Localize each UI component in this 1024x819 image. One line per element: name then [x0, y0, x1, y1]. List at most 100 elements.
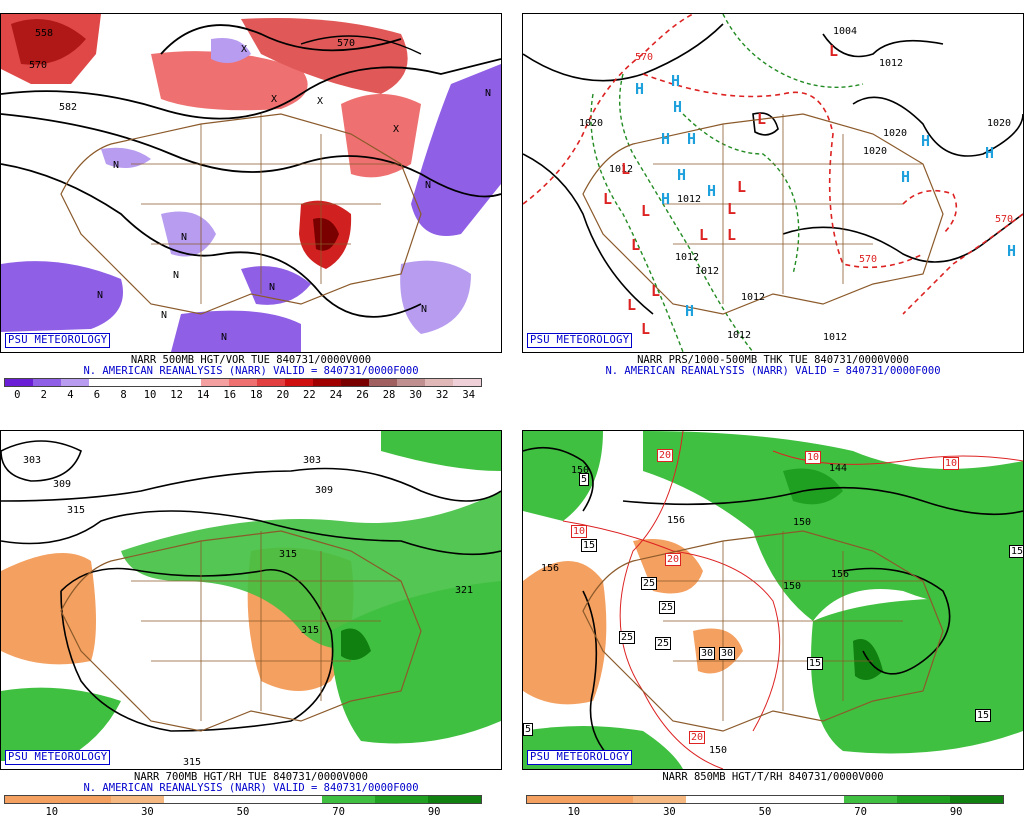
colorbar-segment: [89, 379, 117, 386]
colorbar-tick-label: 24: [329, 389, 343, 401]
colorbar-tick-label: 34: [462, 389, 476, 401]
colorbar-segment: [579, 796, 633, 803]
map-label: 150: [571, 465, 590, 476]
colorbar-tick-label: 26: [356, 389, 369, 401]
map-label: N: [221, 332, 228, 343]
map-label: 315: [301, 625, 320, 636]
map-label: 303: [23, 455, 42, 466]
colorbar: [526, 795, 1004, 804]
colorbar-segment: [163, 796, 217, 803]
temp-label: 15: [807, 657, 824, 670]
colorbar-segment: [117, 379, 145, 386]
colorbar-segment: [201, 379, 229, 386]
temp-label: 30: [719, 647, 736, 660]
temp-label: 10: [805, 451, 822, 464]
colorbar-tick-label: 30: [141, 806, 154, 818]
colorbar-segment: [527, 796, 580, 803]
map-label: 303: [303, 455, 322, 466]
temp-label: 25: [619, 631, 636, 644]
high-pressure-marker: H: [685, 302, 695, 320]
map-label: 1020: [579, 118, 604, 129]
colorbar-tick-label: 8: [120, 389, 127, 401]
colorbar-segment: [229, 379, 257, 386]
map-850mb: 150 156 150 144 150 156 156 150 5 15 10 …: [522, 430, 1024, 770]
low-pressure-marker: L: [603, 190, 613, 208]
colorbar-tick-label: 20: [276, 389, 290, 401]
map-label: 1012: [695, 266, 720, 277]
map-label: 315: [279, 549, 298, 560]
map-label: 1020: [863, 146, 888, 157]
colorbar-labels: 10 30 50 70 90: [4, 806, 482, 818]
colorbar-segment: [375, 796, 429, 803]
map-label: 558: [35, 28, 54, 39]
colorbar-tick-label: 10: [567, 806, 581, 818]
temp-label: 5: [523, 723, 534, 736]
high-pressure-marker: H: [687, 130, 697, 148]
colorbar-segment: [397, 379, 425, 386]
high-pressure-marker: H: [671, 72, 681, 90]
high-pressure-marker: H: [661, 130, 671, 148]
colorbar-tick-label: 50: [758, 806, 772, 818]
map-label: 1020: [883, 128, 908, 139]
colorbar-tick-label: 30: [409, 389, 422, 401]
map-label: N: [269, 282, 276, 293]
colorbar-segment: [632, 796, 686, 803]
low-pressure-marker: L: [727, 200, 737, 218]
map-label: 156: [541, 563, 560, 574]
high-pressure-marker: H: [901, 168, 911, 186]
colorbar-segment: [897, 796, 951, 803]
map-700mb: 303 309 315 309 303 315 321 315 315 PSU …: [0, 430, 502, 770]
caption-valid: N. AMERICAN REANALYSIS (NARR) VALID = 84…: [83, 365, 419, 377]
colorbar-segment: [844, 796, 898, 803]
map-label: N: [425, 180, 432, 191]
low-pressure-marker: L: [727, 226, 737, 244]
caption-valid: N. AMERICAN REANALYSIS (NARR) VALID = 84…: [605, 365, 941, 377]
colorbar-segment: [5, 379, 33, 386]
map-label: N: [421, 304, 428, 315]
colorbar-tick-label: 18: [249, 389, 263, 401]
colorbar-segment: [145, 379, 173, 386]
colorbar-tick-label: 90: [949, 806, 963, 818]
temp-label: 25: [659, 601, 676, 614]
map-label: N: [161, 310, 168, 321]
caption-product: NARR PRS/1000-500MB THK TUE 840731/0000V…: [637, 354, 909, 366]
psu-meteorology-logo: PSU METEOROLOGY: [527, 333, 633, 348]
colorbar-tick-label: 0: [14, 389, 21, 401]
map-label: N: [113, 160, 120, 171]
colorbar-segment: [285, 379, 313, 386]
colorbar-segment: [61, 379, 89, 386]
temp-label: 25: [655, 637, 672, 650]
map-label: 150: [709, 745, 728, 756]
map-label: N: [97, 290, 104, 301]
low-pressure-marker: L: [641, 320, 651, 338]
map-label: 1012: [727, 330, 752, 341]
colorbar-tick-label: 32: [435, 389, 449, 401]
psu-meteorology-logo: PSU METEOROLOGY: [527, 750, 633, 765]
temp-label: 15: [975, 709, 992, 722]
caption-product: NARR 500MB HGT/VOR TUE 840731/0000V000: [130, 354, 372, 366]
colorbar-segment: [428, 796, 482, 803]
colorbar-segment: [453, 379, 481, 386]
colorbar-tick-label: 14: [196, 389, 210, 401]
psu-meteorology-logo: PSU METEOROLOGY: [5, 750, 111, 765]
map-label: N: [485, 88, 492, 99]
map-label: 1012: [879, 58, 904, 69]
colorbar-segment: [5, 796, 58, 803]
low-pressure-marker: L: [699, 226, 709, 244]
high-pressure-marker: H: [673, 98, 683, 116]
colorbar-segment: [257, 379, 285, 386]
panel-pressure-thickness: 570 1004 1012 1020 1020 1020 1020 1012 1…: [522, 13, 1024, 403]
high-pressure-marker: H: [921, 132, 931, 150]
colorbar-tick-label: 22: [303, 389, 316, 401]
map-label: 1012: [741, 292, 766, 303]
colorbar-segment: [322, 796, 376, 803]
temp-label: 20: [689, 731, 706, 744]
temp-label: 15: [1009, 545, 1024, 558]
caption-product: NARR 700MB HGT/RH TUE 840731/0000V000: [134, 771, 368, 783]
colorbar-segment: [425, 379, 453, 386]
colorbar-segment: [33, 379, 61, 386]
map-label: 1004: [833, 26, 858, 37]
temp-label: 15: [581, 539, 598, 552]
temp-label: 25: [641, 577, 658, 590]
colorbar-tick-label: 70: [332, 806, 345, 818]
